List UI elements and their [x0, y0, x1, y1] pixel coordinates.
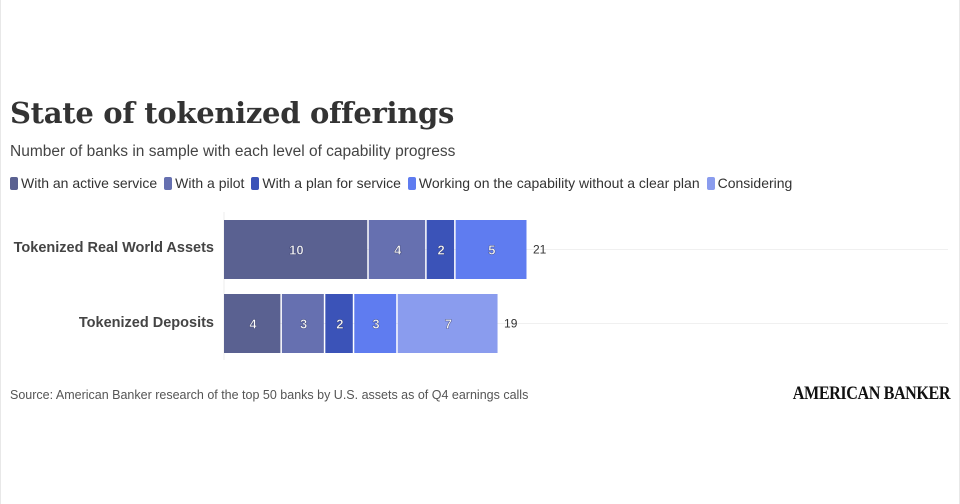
bar-value-label: 2 — [438, 243, 445, 258]
bar-segment — [368, 220, 426, 279]
category-label-deposits: Tokenized Deposits — [78, 315, 214, 331]
chart-title: State of tokenized offerings — [10, 96, 454, 130]
legend-label: Working on the capability without a clea… — [418, 175, 700, 191]
bar-segment — [281, 294, 324, 353]
bar-value-label: 3 — [372, 317, 379, 332]
legend: With an active service With a pilot With a… — [10, 175, 792, 191]
legend-swatch — [10, 176, 18, 190]
source-note: Source: American Banker research of the … — [10, 388, 529, 402]
category-label-real-world-assets: Tokenized Real World Assets — [13, 240, 214, 256]
legend-item: With an active service — [10, 175, 157, 191]
legend-swatch — [706, 176, 715, 190]
bar-value-label: 10 — [289, 243, 303, 258]
legend-label: With a pilot — [175, 175, 245, 191]
bar-value-label: 3 — [300, 317, 307, 332]
legend-item: With a pilot — [164, 175, 244, 191]
chart-subtitle: Number of banks in sample with each leve… — [10, 143, 456, 160]
bar-segment — [455, 220, 527, 279]
bar-total-label: 21 — [533, 243, 547, 257]
legend-item: Working on the capability without a clea… — [407, 175, 700, 191]
legend-swatch — [407, 176, 416, 190]
bar-segment — [224, 294, 281, 353]
legend-item: Considering — [706, 175, 793, 191]
american-banker-logo: AMERICAN BANKER — [792, 383, 951, 404]
bar-segment — [224, 220, 368, 279]
legend-item: With a plan for service — [251, 175, 401, 191]
bar-segment — [426, 220, 455, 279]
bar-value-label: 5 — [488, 243, 495, 258]
bar-segment — [325, 294, 353, 353]
legend-label: With an active service — [21, 175, 158, 191]
bar-value-label: 4 — [394, 243, 402, 258]
legend-label: Considering — [717, 175, 793, 191]
bar-segment — [397, 294, 498, 353]
bar-value-label: 2 — [336, 317, 343, 332]
bar-value-label: 4 — [249, 317, 257, 332]
bar-total-label: 19 — [504, 317, 518, 331]
legend-swatch — [164, 176, 173, 190]
bar-value-label: 7 — [445, 317, 452, 332]
legend-label: With a plan for service — [262, 175, 401, 191]
legend-swatch — [251, 176, 260, 190]
bar-segment — [354, 294, 397, 353]
